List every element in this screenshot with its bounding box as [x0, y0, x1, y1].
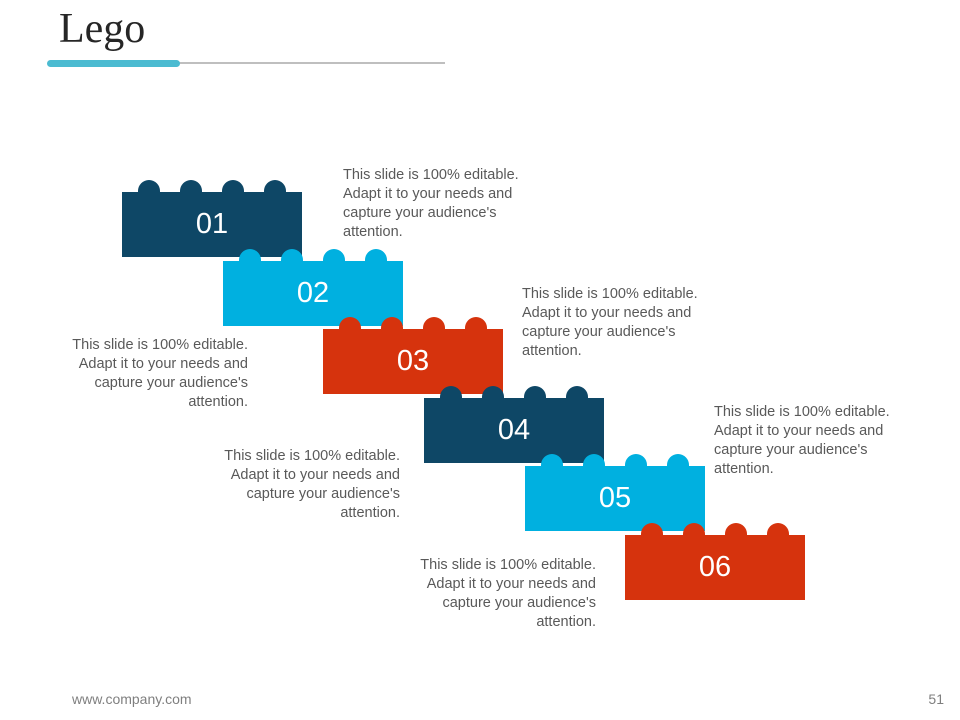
title-accent-bar — [47, 60, 180, 67]
page-number: 51 — [928, 691, 944, 707]
description-06: This slide is 100% editable. Adapt it to… — [420, 557, 596, 630]
brick-number: 04 — [424, 398, 604, 463]
description-04: This slide is 100% editable. Adapt it to… — [714, 404, 890, 477]
brick-number: 01 — [122, 192, 302, 257]
lego-brick-03: 03 — [323, 317, 503, 394]
lego-brick-06: 06 — [625, 523, 805, 600]
lego-brick-02: 02 — [223, 249, 403, 326]
description-02: This slide is 100% editable. Adapt it to… — [522, 286, 698, 359]
brick-number: 03 — [323, 329, 503, 394]
description-01: This slide is 100% editable. Adapt it to… — [343, 167, 519, 240]
footer-website-link[interactable]: www.company.com — [72, 691, 192, 707]
lego-brick-01: 01 — [122, 180, 302, 257]
description-05: This slide is 100% editable. Adapt it to… — [224, 448, 400, 521]
title-underline — [48, 62, 445, 64]
lego-brick-05: 05 — [525, 454, 705, 531]
slide-title: Lego — [59, 6, 146, 52]
brick-number: 02 — [223, 261, 403, 326]
lego-brick-04: 04 — [424, 386, 604, 463]
brick-number: 06 — [625, 535, 805, 600]
description-03: This slide is 100% editable. Adapt it to… — [72, 337, 248, 410]
brick-number: 05 — [525, 466, 705, 531]
